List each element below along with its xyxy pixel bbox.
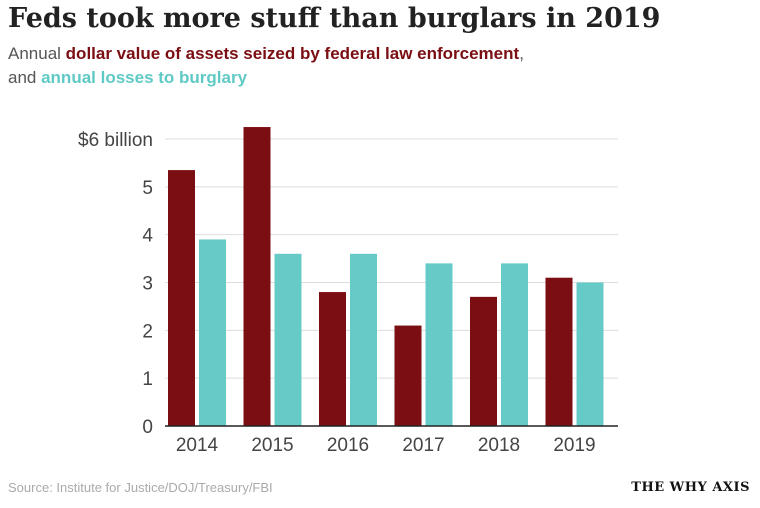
subtitle-comma: ,: [519, 44, 524, 63]
y-tick-label: 5: [142, 178, 153, 199]
x-tick-label: 2015: [251, 435, 293, 456]
subtitle-seized-highlight: dollar value of assets seized by federal…: [65, 44, 520, 63]
x-tick-label: 2017: [402, 435, 444, 456]
bar-seized: [545, 277, 573, 426]
bars: [168, 127, 604, 427]
x-axis-tick-labels: 2014 2015 2016 2017 2018 2019: [176, 435, 596, 456]
y-tick-label: 4: [142, 226, 153, 247]
source-note: Source: Institute for Justice/DOJ/Treasu…: [8, 480, 273, 495]
y-axis-tick-labels: $6 billion 5 4 3 2 1 0: [78, 130, 153, 438]
y-tick-label: 0: [142, 417, 153, 438]
y-tick-label: 1: [142, 369, 153, 390]
bar-burglary: [199, 239, 226, 426]
chart-subtitle: Annual dollar value of assets seized by …: [8, 42, 524, 90]
subtitle-and: and: [8, 68, 42, 87]
chart-title: Feds took more stuff than burglars in 20…: [8, 3, 661, 34]
bar-burglary: [274, 253, 302, 426]
x-tick-label: 2019: [553, 435, 595, 456]
bar-burglary: [576, 282, 604, 426]
x-tick-label: 2014: [176, 435, 219, 456]
bar-seized: [243, 127, 271, 427]
subtitle-burglary-highlight: annual losses to burglary: [41, 68, 248, 87]
x-tick-label: 2016: [327, 435, 369, 456]
y-tick-label: $6 billion: [78, 130, 153, 151]
bar-seized: [168, 170, 195, 426]
grid-lines: [165, 138, 618, 379]
bar-burglary: [501, 263, 528, 426]
subtitle-prefix: Annual: [8, 44, 66, 63]
brand-logo: THE WHY AXIS: [631, 480, 750, 495]
bar-seized: [470, 296, 497, 426]
y-tick-label: 2: [142, 321, 153, 342]
bar-burglary: [425, 263, 453, 426]
bar-seized: [394, 325, 422, 426]
bar-burglary: [350, 253, 377, 426]
bar-seized: [319, 292, 346, 426]
x-tick-label: 2018: [478, 435, 520, 456]
y-tick-label: 3: [142, 274, 153, 295]
